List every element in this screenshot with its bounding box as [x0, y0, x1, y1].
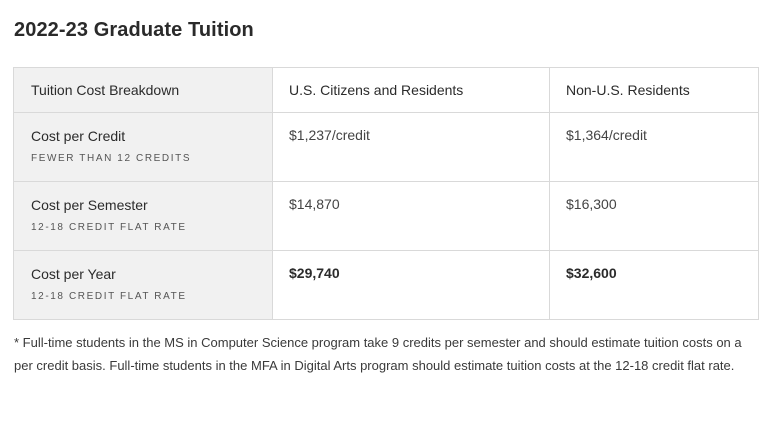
table-row: Cost per Credit FEWER THAN 12 CREDITS $1… — [13, 112, 759, 182]
row-subtitle: 12-18 CREDIT FLAT RATE — [31, 291, 187, 302]
header-us-residents: U.S. Citizens and Residents — [272, 67, 550, 113]
row-label-cell: Cost per Credit FEWER THAN 12 CREDITS — [13, 112, 273, 182]
non-us-cost-cell: $32,600 — [549, 250, 759, 320]
non-us-cost-value: $32,600 — [566, 265, 617, 281]
header-non-us-residents: Non-U.S. Residents — [549, 67, 759, 113]
footnote: * Full-time students in the MS in Comput… — [14, 335, 742, 373]
us-cost-cell: $1,237/credit — [272, 112, 550, 182]
table-row: Cost per Semester 12-18 CREDIT FLAT RATE… — [13, 181, 759, 251]
row-subtitle: 12-18 CREDIT FLAT RATE — [31, 222, 187, 233]
table-row: Cost per Year 12-18 CREDIT FLAT RATE $29… — [13, 250, 759, 320]
us-cost-value: $1,237/credit — [289, 127, 370, 143]
row-title: Cost per Semester — [31, 197, 148, 213]
us-cost-cell: $14,870 — [272, 181, 550, 251]
non-us-cost-value: $1,364/credit — [566, 127, 647, 143]
header-breakdown: Tuition Cost Breakdown — [13, 67, 273, 113]
row-subtitle: FEWER THAN 12 CREDITS — [31, 153, 192, 164]
non-us-cost-cell: $16,300 — [549, 181, 759, 251]
row-label-cell: Cost per Semester 12-18 CREDIT FLAT RATE — [13, 181, 273, 251]
us-cost-cell: $29,740 — [272, 250, 550, 320]
row-label-cell: Cost per Year 12-18 CREDIT FLAT RATE — [13, 250, 273, 320]
us-cost-value: $14,870 — [289, 196, 340, 212]
us-cost-value: $29,740 — [289, 265, 340, 281]
row-title: Cost per Credit — [31, 128, 126, 144]
page-title: 2022-23 Graduate Tuition — [14, 19, 254, 41]
non-us-cost-cell: $1,364/credit — [549, 112, 759, 182]
table-header-row: Tuition Cost Breakdown U.S. Citizens and… — [13, 67, 759, 113]
non-us-cost-value: $16,300 — [566, 196, 617, 212]
row-title: Cost per Year — [31, 266, 116, 282]
tuition-table: Tuition Cost Breakdown U.S. Citizens and… — [13, 67, 759, 320]
